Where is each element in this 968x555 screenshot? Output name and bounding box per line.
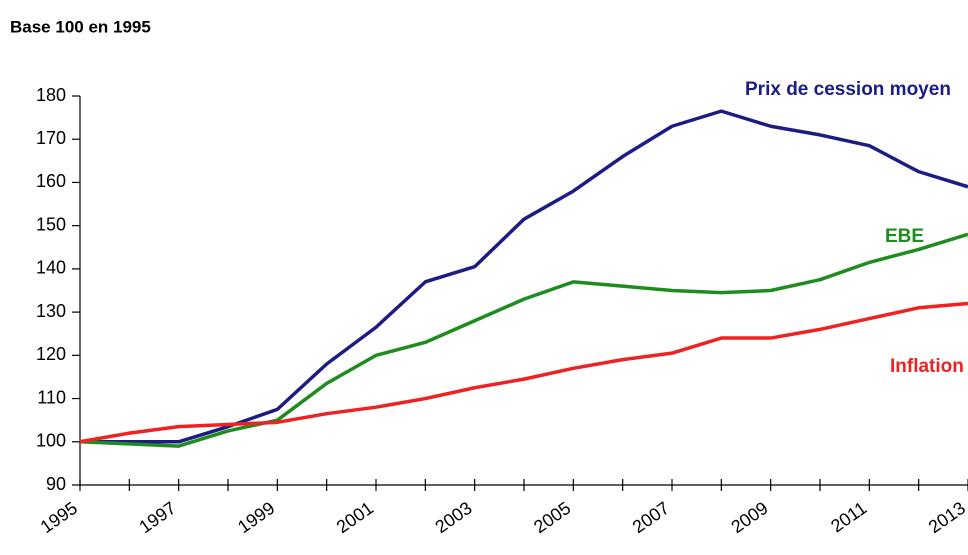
x-tick-label: 1997 xyxy=(135,498,179,537)
y-tick-label: 170 xyxy=(36,128,66,148)
x-tick-label: 2011 xyxy=(827,498,870,537)
y-tick-label: 100 xyxy=(36,431,66,451)
y-tick-label: 140 xyxy=(36,258,66,278)
x-tick-label: 2009 xyxy=(727,498,771,537)
x-tick-label: 2005 xyxy=(530,498,574,537)
y-tick-label: 150 xyxy=(36,214,66,234)
series-label: Inflation xyxy=(890,356,964,377)
x-tick-label: 2007 xyxy=(629,498,673,537)
x-tick-label: 2013 xyxy=(925,498,968,537)
x-tick-label: 1995 xyxy=(37,498,81,537)
series-line xyxy=(80,109,968,444)
y-axis-label: Base 100 en 1995 xyxy=(10,17,151,36)
series-line xyxy=(79,232,968,448)
x-tick-label: 1999 xyxy=(234,498,278,537)
y-tick-label: 90 xyxy=(46,474,66,494)
series-line xyxy=(79,301,968,444)
y-tick-label: 180 xyxy=(36,85,66,105)
series-label: EBE xyxy=(885,226,924,247)
series-label: Prix de cession moyen xyxy=(745,79,951,100)
y-tick-label: 110 xyxy=(37,387,66,407)
y-tick-label: 160 xyxy=(36,171,66,191)
x-tick-label: 2003 xyxy=(431,498,475,537)
y-tick-label: 120 xyxy=(36,344,66,364)
x-tick-label: 2001 xyxy=(333,498,377,537)
y-tick-label: 130 xyxy=(36,301,66,321)
